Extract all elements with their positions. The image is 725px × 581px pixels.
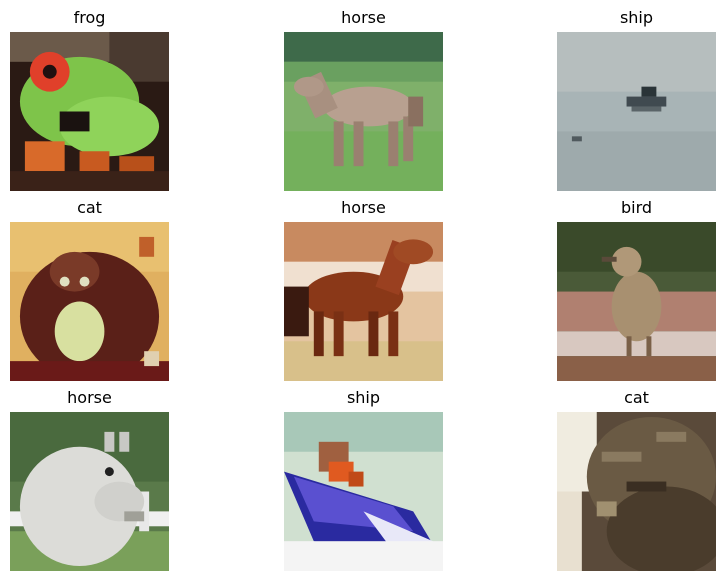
cat-image xyxy=(557,412,716,571)
tile-label: bird xyxy=(620,198,653,217)
tile-label: horse xyxy=(341,198,386,217)
tile-label: ship xyxy=(346,388,381,407)
horse-image xyxy=(284,32,443,191)
tile-label: cat xyxy=(624,388,649,407)
tile-label: cat xyxy=(77,198,102,217)
tile-label: horse xyxy=(341,8,386,27)
tile-label: horse xyxy=(67,388,112,407)
frog-image xyxy=(10,32,169,191)
horse-image xyxy=(284,222,443,381)
tile-label: frog xyxy=(73,8,106,27)
cat-image xyxy=(10,222,169,381)
horse-image xyxy=(10,412,169,571)
ship-image xyxy=(284,412,443,571)
ship-image xyxy=(557,32,716,191)
tile-label: ship xyxy=(619,8,654,27)
bird-image xyxy=(557,222,716,381)
